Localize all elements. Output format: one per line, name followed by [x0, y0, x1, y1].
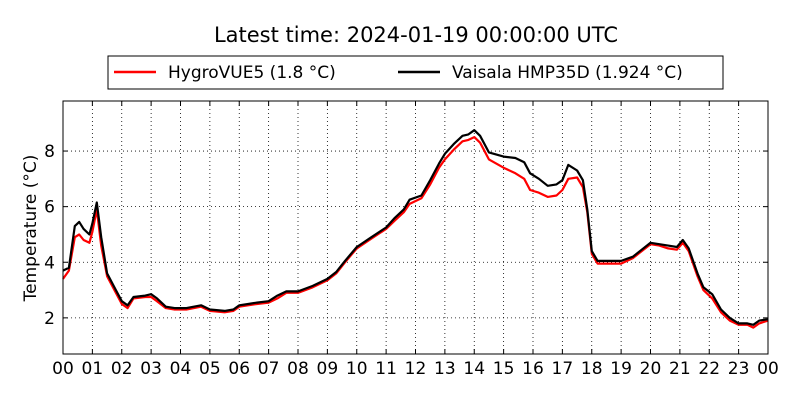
series-line-hygrovue — [62, 136, 769, 329]
y-tick-label: 2 — [44, 309, 55, 329]
axis-ticks — [62, 101, 769, 354]
legend-label-hygrovue: HygroVUE5 (1.8 °C) — [168, 63, 336, 83]
x-tick-label: 14 — [463, 359, 485, 379]
x-tick-label: 19 — [610, 359, 632, 379]
x-tick-label: 08 — [287, 359, 309, 379]
plot-frame — [62, 100, 769, 355]
x-tick-label: 17 — [552, 359, 574, 379]
x-tick-label: 05 — [199, 359, 221, 379]
y-tick-label: 4 — [44, 253, 55, 273]
x-tick-label: 03 — [140, 359, 162, 379]
x-tick-label: 09 — [317, 359, 339, 379]
y-tick-labels: 2 4 6 8 — [44, 142, 55, 329]
x-tick-label: 18 — [581, 359, 603, 379]
x-tick-label: 04 — [170, 359, 192, 379]
x-tick-label: 02 — [111, 359, 133, 379]
x-tick-label: 11 — [375, 359, 397, 379]
y-tick-label: 8 — [44, 142, 55, 162]
series-lines — [62, 129, 769, 329]
x-tick-label: 20 — [640, 359, 662, 379]
x-tick-label: 22 — [698, 359, 720, 379]
legend: HygroVUE5 (1.8 °C) Vaisala HMP35D (1.924… — [107, 55, 724, 90]
x-tick-labels: 00 01 02 03 04 05 06 07 08 09 10 11 12 13 14 15 16 17 18 19… — [52, 359, 779, 379]
series-line-vaisala — [62, 129, 769, 326]
x-tick-label: 21 — [669, 359, 691, 379]
x-tick-label: 12 — [405, 359, 427, 379]
y-axis-label: Temperature (°C) — [21, 155, 41, 303]
x-tick-label: 01 — [82, 359, 104, 379]
x-tick-label: 16 — [522, 359, 544, 379]
x-tick-label: 07 — [258, 359, 280, 379]
x-tick-label: 00 — [52, 359, 74, 379]
chart-title: Latest time: 2024-01-19 00:00:00 UTC — [214, 23, 618, 47]
x-tick-label: 10 — [346, 359, 368, 379]
x-tick-label: 00 — [757, 359, 779, 379]
x-tick-label: 15 — [493, 359, 515, 379]
y-tick-label: 6 — [44, 198, 55, 218]
grid — [63, 101, 768, 354]
x-tick-label: 06 — [228, 359, 250, 379]
legend-label-vaisala: Vaisala HMP35D (1.924 °C) — [452, 63, 683, 83]
x-tick-label: 13 — [434, 359, 456, 379]
x-tick-label: 23 — [728, 359, 750, 379]
